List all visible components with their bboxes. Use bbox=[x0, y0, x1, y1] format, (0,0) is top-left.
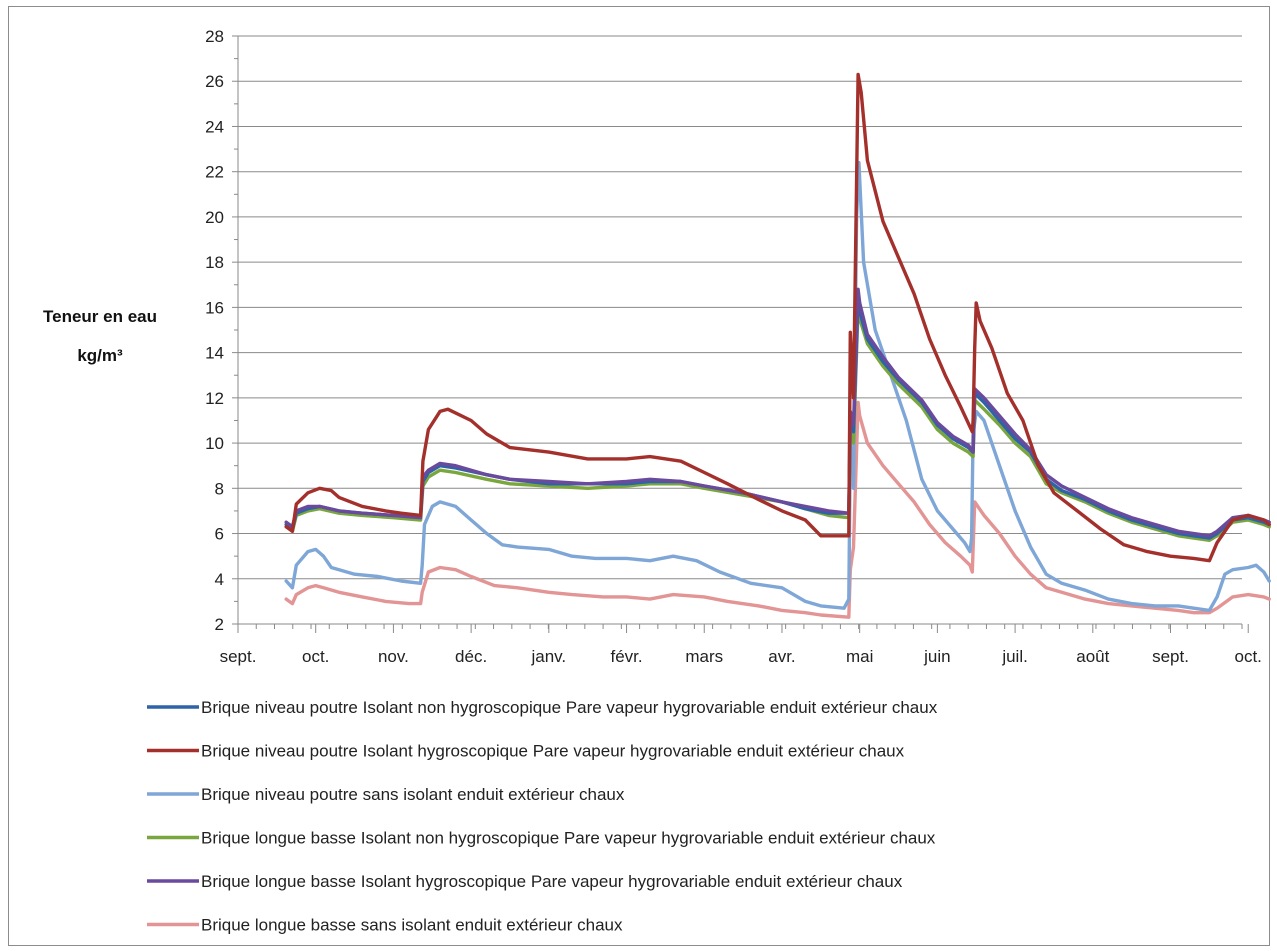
y-tick-label: 20 bbox=[205, 208, 224, 227]
x-tick-label: mai bbox=[846, 647, 873, 666]
y-axis-title-line-2: kg/m³ bbox=[77, 346, 123, 365]
y-tick-label: 12 bbox=[205, 389, 224, 408]
x-tick-label: janv. bbox=[531, 647, 567, 666]
x-tick-label: févr. bbox=[610, 647, 642, 666]
y-axis-title-line-1: Teneur en eau bbox=[43, 307, 157, 326]
y-tick-label: 24 bbox=[205, 117, 224, 136]
series-line-2 bbox=[284, 72, 1271, 563]
y-tick-label: 26 bbox=[205, 72, 224, 91]
x-tick-label: nov. bbox=[378, 647, 409, 666]
y-tick-label: 14 bbox=[205, 344, 224, 363]
legend-label: Brique niveau poutre Isolant hygroscopiq… bbox=[201, 742, 905, 761]
x-tick-label: août bbox=[1076, 647, 1109, 666]
x-tick-label: juin bbox=[923, 647, 950, 666]
series-lines bbox=[284, 72, 1271, 619]
x-tick-labels: sept. oct. nov. déc. janv. févr. mars avr. mai ju… bbox=[220, 647, 1262, 666]
y-tick-label: 2 bbox=[215, 615, 224, 634]
legend-label: Brique niveau poutre sans isolant enduit… bbox=[201, 785, 625, 804]
x-tick-label: oct. bbox=[302, 647, 329, 666]
x-tick-label: mars bbox=[685, 647, 723, 666]
x-tick-label: avr. bbox=[768, 647, 795, 666]
x-tick-label: juil. bbox=[1001, 647, 1028, 666]
x-tick-label: déc. bbox=[455, 647, 487, 666]
axes bbox=[232, 35, 1249, 633]
y-tick-label: 28 bbox=[205, 27, 224, 46]
legend-label: Brique longue basse sans isolant enduit … bbox=[201, 916, 623, 935]
y-tick-label: 22 bbox=[205, 163, 224, 182]
legend: Brique niveau poutre Isolant non hygrosc… bbox=[147, 698, 938, 935]
legend-label: Brique longue basse Isolant hygroscopiqu… bbox=[201, 872, 903, 891]
y-tick-label: 16 bbox=[205, 298, 224, 317]
legend-label: Brique niveau poutre Isolant non hygrosc… bbox=[201, 698, 938, 717]
series-line-5 bbox=[284, 287, 1271, 538]
legend-label: Brique longue basse Isolant non hygrosco… bbox=[201, 829, 936, 848]
y-tick-label: 4 bbox=[215, 570, 224, 589]
x-tick-label: sept. bbox=[1152, 647, 1189, 666]
gridlines bbox=[238, 35, 1242, 580]
y-axis-title: Teneur en eau kg/m³ bbox=[43, 307, 157, 365]
y-tick-label: 6 bbox=[215, 525, 224, 544]
y-tick-label: 10 bbox=[205, 434, 224, 453]
x-tick-label: oct. bbox=[1235, 647, 1262, 666]
y-tick-label: 18 bbox=[205, 253, 224, 272]
x-tick-label: sept. bbox=[220, 647, 257, 666]
y-tick-label: 8 bbox=[215, 479, 224, 498]
chart-frame bbox=[8, 6, 1270, 946]
series-line-3 bbox=[284, 160, 1271, 613]
